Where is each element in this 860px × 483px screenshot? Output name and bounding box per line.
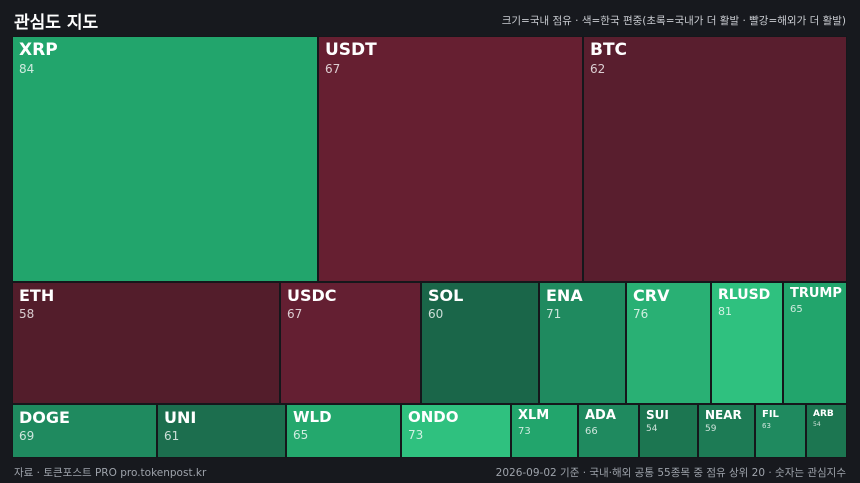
- tile-symbol: SOL: [428, 286, 464, 305]
- tile-symbol: XLM: [518, 408, 550, 423]
- tile-xrp[interactable]: XRP 84: [12, 36, 318, 282]
- tile-usdt[interactable]: USDT 67: [318, 36, 583, 282]
- tile-sui[interactable]: SUI 54: [639, 404, 698, 458]
- tile-value: 84: [19, 62, 35, 76]
- tile-near[interactable]: NEAR 59: [698, 404, 755, 458]
- tile-arb[interactable]: ARB 54: [806, 404, 847, 458]
- tile-value: 61: [164, 429, 180, 443]
- tile-symbol: ARB: [813, 409, 834, 419]
- tile-sol[interactable]: SOL 60: [421, 282, 539, 404]
- tile-symbol: USDT: [325, 40, 377, 60]
- tile-value: 67: [325, 62, 341, 76]
- tile-usdc[interactable]: USDC 67: [280, 282, 421, 404]
- tile-doge[interactable]: DOGE 69: [12, 404, 157, 458]
- tile-eth[interactable]: ETH 58: [12, 282, 280, 404]
- tile-value: 73: [518, 426, 531, 437]
- tile-symbol: TRUMP: [790, 286, 842, 301]
- page-title: 관심도 지도: [14, 13, 99, 33]
- tile-value: 60: [428, 307, 444, 321]
- source-text: 자료 · 토큰포스트 PRO pro.tokenpost.kr: [14, 467, 207, 479]
- tile-value: 54: [813, 421, 821, 428]
- tile-symbol: XRP: [19, 40, 58, 60]
- footnote-text: 2026-09-02 기준 · 국내·해외 공통 55종목 중 점유 상위 20…: [495, 467, 846, 479]
- tile-symbol: USDC: [287, 286, 337, 305]
- legend-text: 크기=국내 점유 · 색=한국 편중(초록=국내가 더 활발 · 빨강=해외가 …: [501, 15, 846, 27]
- tile-trump[interactable]: TRUMP 65: [783, 282, 847, 404]
- tile-symbol: DOGE: [19, 408, 70, 427]
- tile-symbol: ENA: [546, 286, 583, 305]
- tile-value: 65: [790, 304, 803, 315]
- tile-value: 69: [19, 429, 35, 443]
- tile-btc[interactable]: BTC 62: [583, 36, 847, 282]
- tile-value: 73: [408, 428, 424, 442]
- tile-symbol: BTC: [590, 40, 628, 60]
- tile-value: 58: [19, 307, 35, 321]
- tile-fil[interactable]: FIL 63: [755, 404, 806, 458]
- tile-uni[interactable]: UNI 61: [157, 404, 286, 458]
- tile-value: 81: [718, 305, 732, 318]
- tile-value: 67: [287, 307, 303, 321]
- tile-xlm[interactable]: XLM 73: [511, 404, 578, 458]
- tile-value: 65: [293, 428, 309, 442]
- tile-ada[interactable]: ADA 66: [578, 404, 639, 458]
- tile-value: 71: [546, 307, 562, 321]
- tile-ondo[interactable]: ONDO 73: [401, 404, 511, 458]
- tile-value: 76: [633, 307, 649, 321]
- tile-wld[interactable]: WLD 65: [286, 404, 401, 458]
- tile-symbol: UNI: [164, 408, 197, 427]
- tile-value: 66: [585, 426, 598, 437]
- tile-value: 62: [590, 62, 606, 76]
- tile-ena[interactable]: ENA 71: [539, 282, 626, 404]
- tile-symbol: ONDO: [408, 408, 459, 426]
- tile-value: 54: [646, 424, 658, 434]
- tile-symbol: SUI: [646, 408, 669, 422]
- tile-crv[interactable]: CRV 76: [626, 282, 711, 404]
- tile-rlusd[interactable]: RLUSD 81: [711, 282, 783, 404]
- tile-symbol: ADA: [585, 408, 616, 423]
- tile-symbol: CRV: [633, 286, 670, 305]
- tile-value: 63: [762, 422, 771, 430]
- tile-symbol: FIL: [762, 409, 779, 420]
- tile-symbol: NEAR: [705, 408, 742, 422]
- tile-symbol: ETH: [19, 286, 55, 305]
- tile-value: 59: [705, 424, 717, 434]
- tile-symbol: WLD: [293, 408, 332, 426]
- tile-symbol: RLUSD: [718, 287, 771, 303]
